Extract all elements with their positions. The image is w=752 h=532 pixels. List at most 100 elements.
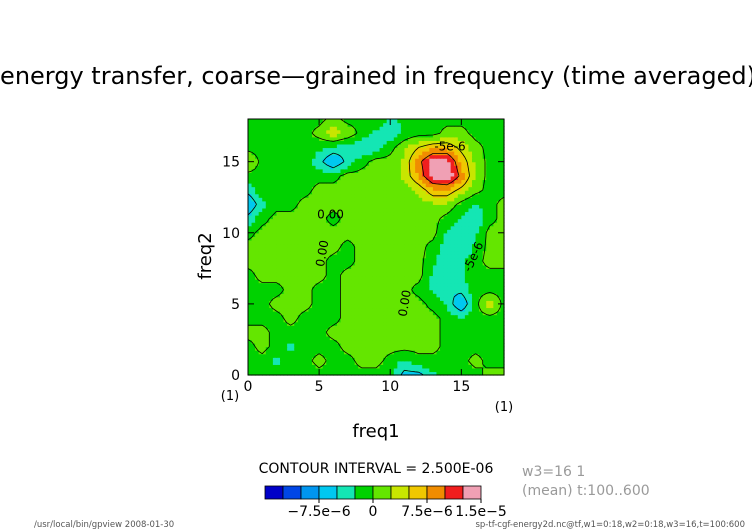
- contour-cell: [336, 183, 342, 188]
- contour-cell: [457, 175, 462, 181]
- contour-cell: [358, 275, 363, 280]
- contour-cell: [322, 296, 327, 301]
- contour-cell: [461, 200, 466, 205]
- contour-cell: [354, 367, 359, 373]
- contour-cell: [422, 367, 427, 373]
- contour-cell: [365, 175, 370, 181]
- contour-cell: [280, 165, 285, 170]
- contour-cell: [301, 296, 306, 301]
- contour-cell: [358, 335, 363, 341]
- contour-cell: [255, 204, 260, 209]
- contour-cell: [340, 126, 345, 131]
- contour-cell: [361, 193, 366, 198]
- contour-cell: [322, 250, 327, 255]
- contour-cell: [393, 321, 398, 326]
- contour-cell: [390, 175, 395, 181]
- contour-cell: [308, 168, 313, 173]
- contour-cell: [393, 364, 398, 369]
- contour-cell: [272, 289, 278, 294]
- contour-cell: [447, 300, 452, 305]
- contour-cell: [329, 364, 334, 369]
- contour-cell: [283, 367, 288, 373]
- contour-cell: [262, 303, 267, 309]
- contour-cell: [379, 339, 384, 344]
- contour-cell: [479, 186, 484, 191]
- contour-cell: [365, 236, 370, 241]
- contour-cell: [432, 282, 438, 287]
- contour-cell: [283, 239, 288, 245]
- contour-cell: [397, 243, 402, 248]
- contour-cell: [258, 168, 263, 173]
- contour-cell: [400, 215, 406, 220]
- contour-cell: [269, 193, 274, 198]
- contour-cell: [457, 161, 462, 166]
- contour-cell: [368, 229, 374, 234]
- contour-cell: [457, 367, 462, 373]
- contour-cell: [333, 300, 338, 305]
- contour-cell: [450, 158, 455, 163]
- contour-cell: [443, 186, 448, 191]
- contour-cell: [319, 154, 324, 159]
- contour-cell: [347, 168, 352, 173]
- contour-cell: [472, 186, 477, 191]
- contour-cell: [496, 197, 502, 202]
- contour-cell: [333, 335, 338, 341]
- contour-cell: [340, 271, 345, 277]
- contour-cell: [248, 271, 253, 277]
- contour-cell: [493, 339, 498, 344]
- contour-cell: [336, 140, 342, 145]
- contour-cell: [397, 275, 402, 280]
- contour-cell: [368, 236, 374, 241]
- contour-cell: [340, 129, 345, 134]
- contour-cell: [319, 211, 324, 216]
- contour-cell: [361, 143, 366, 149]
- contour-cell: [489, 296, 494, 301]
- contour-cell: [351, 204, 356, 209]
- contour-cell: [397, 193, 402, 198]
- contour-cell: [276, 222, 281, 227]
- contour-cell: [436, 175, 441, 181]
- contour-cell: [262, 339, 267, 344]
- contour-cell: [336, 204, 342, 209]
- contour-cell: [361, 147, 366, 152]
- contour-cell: [304, 353, 310, 358]
- contour-cell: [450, 282, 455, 287]
- contour-cell: [361, 268, 366, 273]
- contour-cell: [496, 321, 502, 326]
- contour-cell: [294, 143, 299, 149]
- contour-cell: [361, 186, 366, 191]
- contour-cell: [265, 307, 270, 312]
- contour-cell: [443, 207, 448, 213]
- contour-cell: [262, 286, 267, 291]
- contour-cell: [283, 190, 288, 195]
- contour-cell: [336, 335, 342, 341]
- contour-cell: [408, 264, 413, 269]
- contour-cell: [450, 360, 455, 365]
- contour-cell: [365, 197, 370, 202]
- contour-cell: [429, 293, 434, 298]
- contour-cell: [258, 254, 263, 259]
- contour-cell: [411, 247, 416, 252]
- contour-cell: [354, 353, 359, 358]
- contour-cell: [315, 165, 320, 170]
- contour-cell: [376, 136, 381, 141]
- contour-cell: [312, 289, 317, 294]
- contour-cell: [496, 186, 502, 191]
- contour-cell: [287, 328, 292, 333]
- contour-cell: [383, 158, 388, 163]
- contour-cell: [255, 264, 260, 269]
- contour-cell: [464, 264, 470, 269]
- contour-cell: [287, 286, 292, 291]
- contour-cell: [322, 247, 327, 252]
- contour-cell: [468, 151, 473, 156]
- contour-cell: [418, 222, 423, 227]
- contour-cell: [344, 371, 349, 376]
- contour-cell: [376, 207, 381, 213]
- contour-cell: [486, 350, 491, 355]
- contour-cell: [464, 279, 470, 284]
- contour-cell: [326, 303, 331, 309]
- contour-cell: [400, 264, 406, 269]
- contour-cell: [415, 350, 420, 355]
- contour-cell: [457, 364, 462, 369]
- contour-cell: [489, 229, 494, 234]
